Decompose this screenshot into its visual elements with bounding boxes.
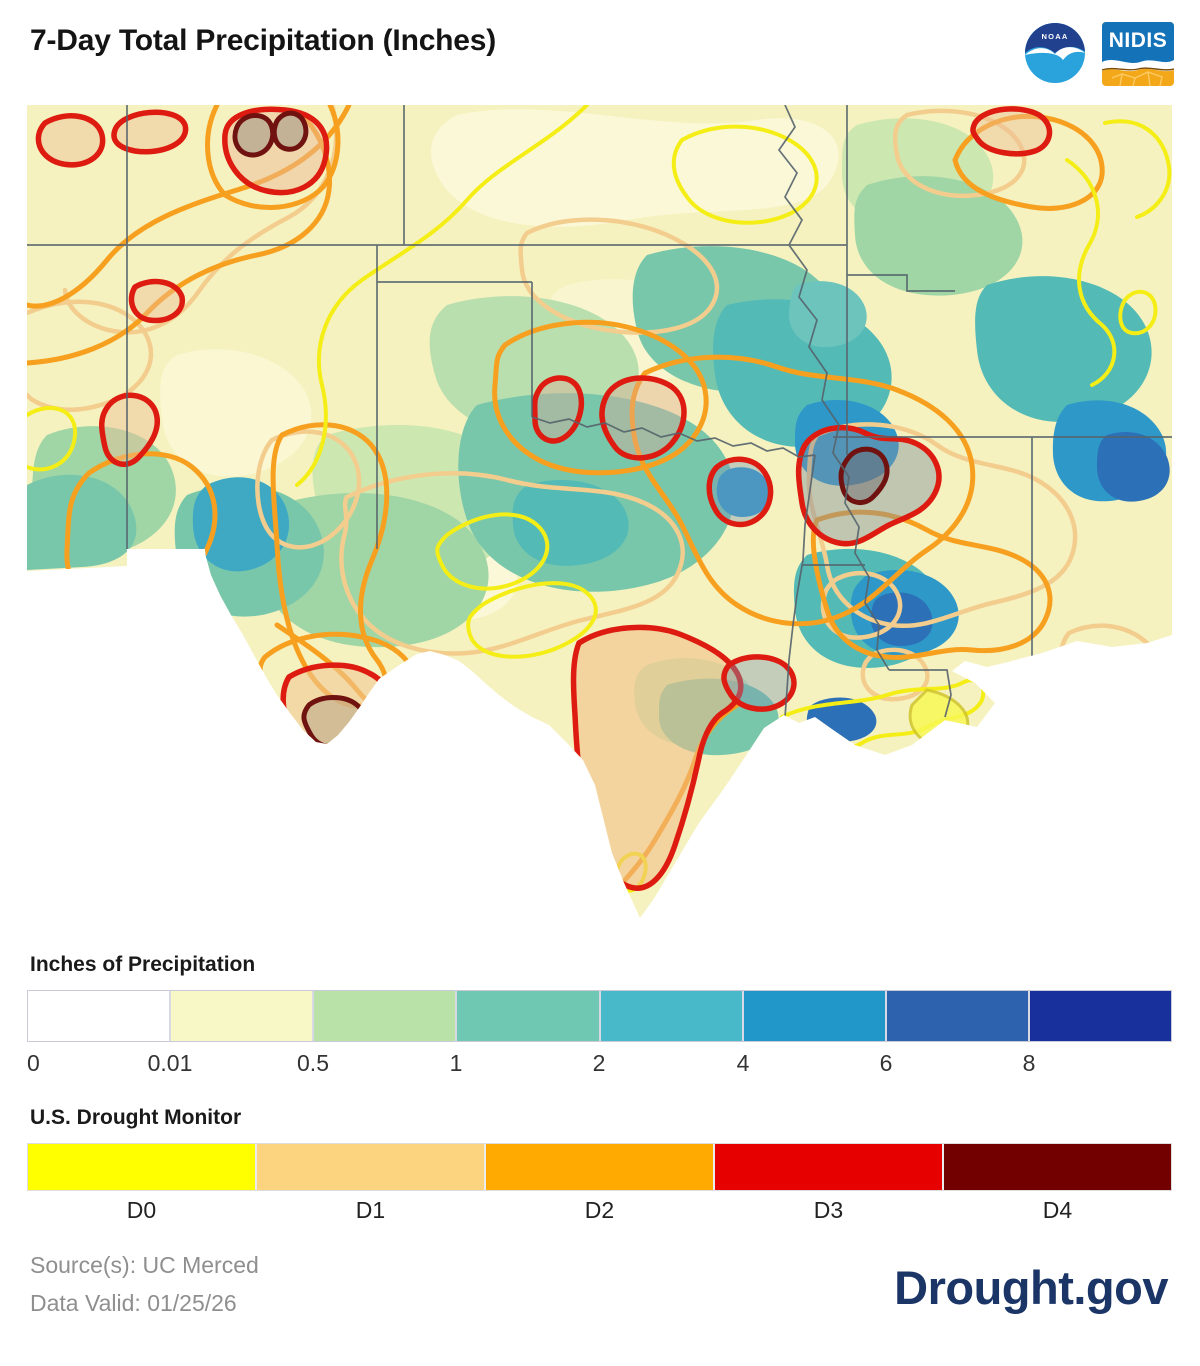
precip-tick-label: 0.5 (297, 1050, 329, 1076)
precip-tick-label: 2 (592, 1050, 606, 1076)
drought-category-swatch (28, 1144, 257, 1190)
noaa-seagull-icon (1025, 47, 1085, 60)
precip-legend-title: Inches of Precipitation (30, 953, 256, 976)
drought-category-swatch (715, 1144, 944, 1190)
drought-legend-labels: D0 D1 D2 D3 D4 (27, 1197, 1172, 1224)
precipitation-drought-map (27, 105, 1172, 918)
drought-category-label: D1 (355, 1197, 386, 1223)
precip-tick-label: 0 (27, 1050, 40, 1076)
precip-tick-label: 1 (449, 1050, 463, 1076)
drought-category-swatch (257, 1144, 486, 1190)
precip-tick-label: 8 (1022, 1050, 1036, 1076)
precip-bin-swatch (1029, 991, 1171, 1041)
state-borders (27, 105, 1172, 745)
drought-category-label: D0 (126, 1197, 157, 1223)
data-valid-text: Data Valid: 01/25/26 (30, 1290, 237, 1316)
precip-bin-swatch (314, 991, 458, 1041)
noaa-logo-upper (1025, 23, 1085, 54)
drought-category-swatch (944, 1144, 1171, 1190)
precip-tick-label: 6 (879, 1050, 893, 1076)
precip-bin-swatch (743, 991, 887, 1041)
precip-legend-ticks: 0 0.01 0.5 1 2 4 6 8 (27, 1050, 1172, 1078)
precip-tick-label: 0.01 (147, 1050, 193, 1076)
drought-category-swatch (486, 1144, 715, 1190)
page-title: 7-Day Total Precipitation (Inches) (30, 24, 497, 57)
footer-source-block: Source(s): UC Merced Data Valid: 01/25/2… (30, 1246, 259, 1322)
map-region (27, 105, 1172, 935)
precip-bin-swatch (28, 991, 172, 1041)
nidis-cracks (1111, 70, 1163, 86)
source-text: Source(s): UC Merced (30, 1252, 259, 1278)
nidis-logo-icon (1102, 22, 1174, 86)
noaa-logo-text: NOAA (1042, 32, 1069, 41)
drought-category-label: D3 (813, 1197, 844, 1223)
precip-bin-swatch (171, 991, 315, 1041)
precip-bin-swatch (886, 991, 1030, 1041)
drought-gov-brand: Drought.gov (894, 1261, 1168, 1314)
precip-tick-label: 4 (736, 1050, 750, 1076)
precip-legend-bar (27, 990, 1172, 1042)
nidis-logo: NIDIS (1102, 22, 1174, 86)
drought-category-label: D2 (584, 1197, 615, 1223)
noaa-logo-icon: NOAA (1025, 23, 1085, 83)
drought-category-label: D4 (1042, 1197, 1073, 1223)
precip-bin-swatch (600, 991, 744, 1041)
drought-legend-bar (27, 1143, 1172, 1191)
precip-bin-swatch (457, 991, 601, 1041)
drought-legend-title: U.S. Drought Monitor (30, 1106, 242, 1129)
nidis-logo-text: NIDIS (1108, 29, 1168, 52)
header-logos: NOAA NIDIS (1024, 22, 1174, 86)
